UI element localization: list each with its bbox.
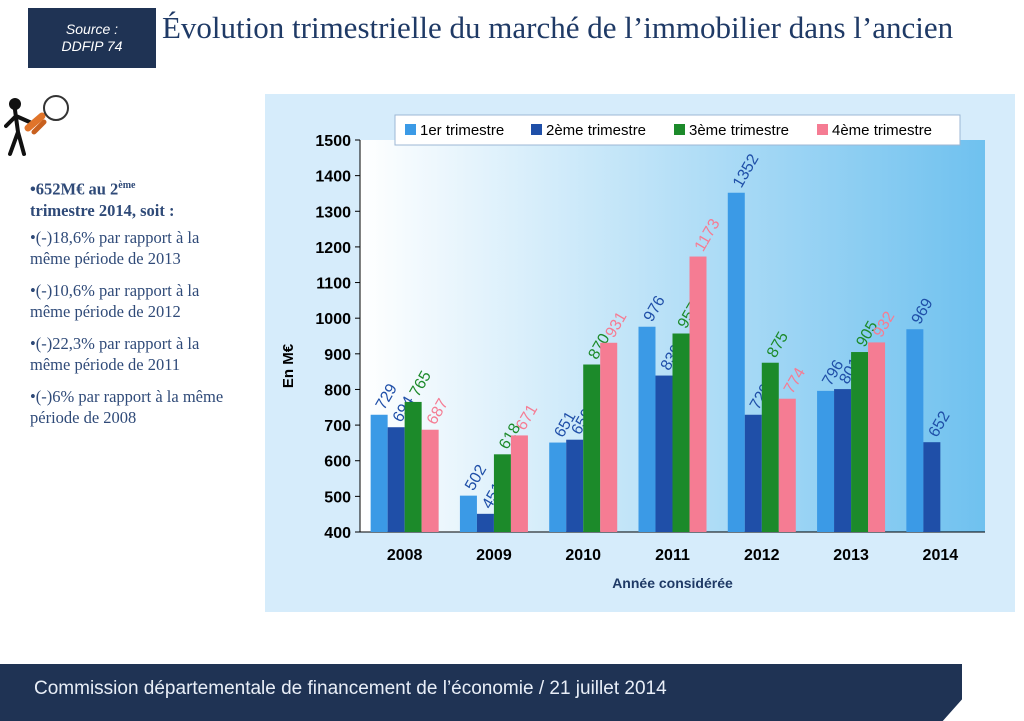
summary-panel: •652M€ au 2ème trimestre 2014, soit : •(… <box>30 175 230 439</box>
bar <box>510 435 528 532</box>
y-tick-label: 1400 <box>315 169 351 186</box>
page-title: Évolution trimestrielle du marché de l’i… <box>162 10 954 45</box>
summary-point: •(-)18,6% par rapport à la même période … <box>30 227 200 268</box>
bar <box>370 414 388 532</box>
bar <box>638 326 656 532</box>
source-box: Source : DDFIP 74 <box>28 8 156 68</box>
legend-swatch <box>817 124 828 135</box>
legend-label: 4ème trimestre <box>832 122 932 139</box>
bar <box>493 454 511 532</box>
y-tick-label: 900 <box>324 347 351 364</box>
x-tick-label: 2013 <box>833 547 869 564</box>
x-tick-label: 2009 <box>476 547 512 564</box>
legend-swatch <box>674 124 685 135</box>
bar <box>476 513 494 532</box>
x-tick-label: 2008 <box>387 547 423 564</box>
bar <box>817 390 835 532</box>
y-tick-label: 1200 <box>315 240 351 257</box>
summary-point: •(-)10,6% par rapport à la même période … <box>30 280 200 321</box>
bar <box>689 256 707 532</box>
bar <box>761 362 779 532</box>
x-tick-label: 2012 <box>744 547 780 564</box>
bar <box>387 427 405 532</box>
legend-label: 1er trimestre <box>420 122 504 139</box>
bar <box>566 439 584 532</box>
y-tick-label: 800 <box>324 382 351 399</box>
legend-label: 2ème trimestre <box>546 122 646 139</box>
y-tick-label: 700 <box>324 418 351 435</box>
y-tick-label: 400 <box>324 525 351 542</box>
bar <box>744 414 762 532</box>
x-tick-label: 2014 <box>923 547 959 564</box>
bar <box>906 329 924 532</box>
bar <box>549 442 567 532</box>
footer-text: Commission départementale de financement… <box>34 678 667 699</box>
y-tick-label: 1100 <box>316 276 351 293</box>
summary-headline: •652M€ au 2ème trimestre 2014, soit : <box>30 179 175 220</box>
bar <box>421 429 439 532</box>
bar <box>834 389 852 532</box>
x-axis-title: Année considérée <box>612 575 733 591</box>
bar-chart: 400 500 600 700 800 900 1000 1100 1200 1300 1400 15… <box>280 114 985 591</box>
y-tick-label: 500 <box>324 489 351 506</box>
bar <box>851 352 869 532</box>
y-tick-label: 1500 <box>315 133 351 150</box>
source-label: Source : <box>65 21 119 37</box>
bar <box>655 375 673 532</box>
y-tick-label: 600 <box>324 454 351 471</box>
bar <box>600 342 618 532</box>
y-axis-title: En M€ <box>280 343 297 388</box>
source-value: DDFIP 74 <box>61 38 123 54</box>
summary-point: •(-)22,3% par rapport à la même période … <box>30 333 200 374</box>
x-tick-label: 2011 <box>655 547 690 564</box>
bar <box>923 442 941 532</box>
y-tick-label: 1300 <box>315 204 351 221</box>
footer-bar: Commission départementale de financement… <box>0 664 962 721</box>
legend-swatch <box>531 124 542 135</box>
bar <box>727 192 745 532</box>
bar <box>868 342 886 532</box>
bar <box>459 495 477 532</box>
bar <box>672 333 690 532</box>
bar <box>404 401 422 532</box>
y-tick-label: 1000 <box>315 311 351 328</box>
chart-panel: 400 500 600 700 800 900 1000 1100 1200 1300 1400 15… <box>265 94 1015 612</box>
x-tick-label: 2010 <box>565 547 601 564</box>
summary-point: •(-)6% par rapport à la même période de … <box>30 386 224 427</box>
legend-swatch <box>405 124 416 135</box>
bar <box>583 364 601 532</box>
magnifier-figure-icon <box>4 95 69 156</box>
bar <box>778 398 796 532</box>
legend-label: 3ème trimestre <box>689 122 789 139</box>
